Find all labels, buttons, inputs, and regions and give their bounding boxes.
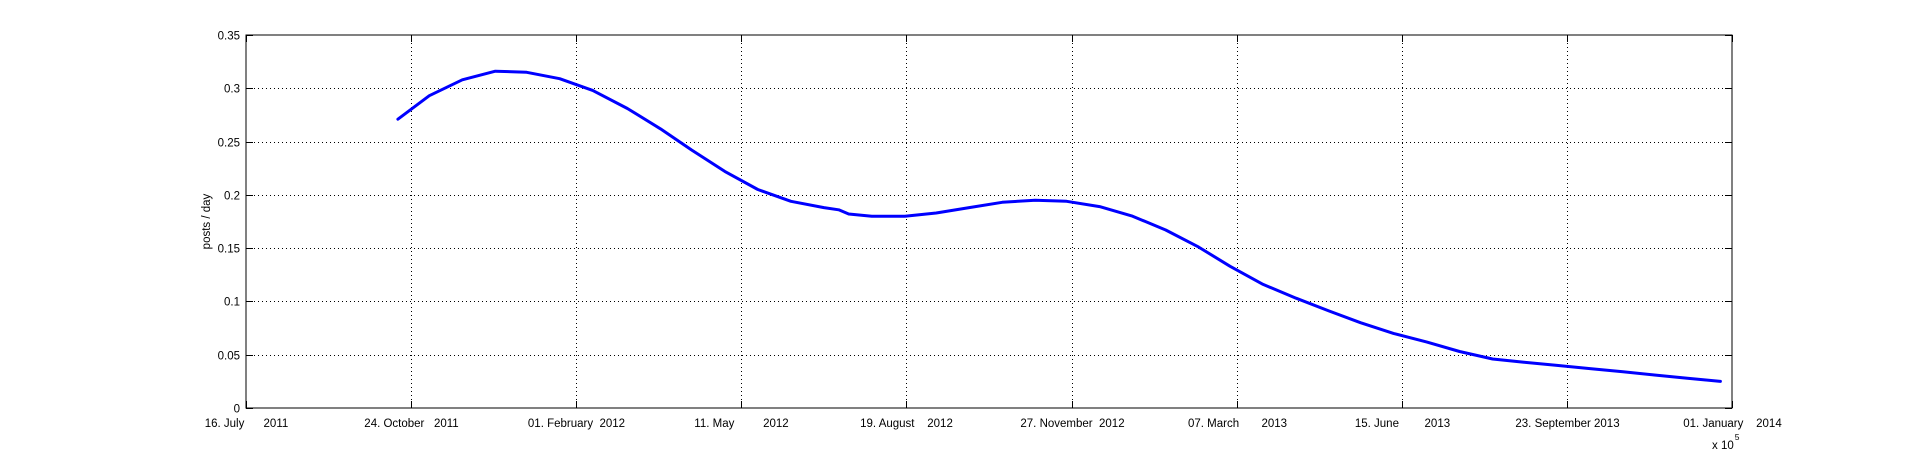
y-tick-labels: 0 0.05 0.1 0.15 0.2 0.25 0.3 0.35	[218, 31, 240, 416]
x-axis-scale-base: x 10	[1712, 440, 1734, 452]
x-tick-label: 23. September 2013	[1515, 418, 1619, 430]
y-tick-label: 0.05	[218, 351, 240, 363]
x-tick-label: 07. March 2013	[1188, 418, 1287, 430]
plot-area-frame	[245, 34, 1733, 409]
x-tick-marks	[246, 35, 1733, 408]
x-tick-labels: 16. July 2011 24. October 2011 01. Februar…	[205, 418, 1783, 430]
x-tick-label: 27. November 2012	[1020, 418, 1124, 430]
y-tick-label: 0.1	[224, 297, 240, 309]
series-line-posts-per-day	[396, 69, 1722, 383]
y-tick-label: 0.25	[218, 138, 240, 150]
x-grid-lines	[411, 35, 1568, 408]
x-tick-label: 11. May 2012	[694, 418, 788, 430]
x-tick-label: 01. January 2014	[1683, 418, 1782, 430]
y-grid-lines	[246, 88, 1732, 356]
x-tick-label: 16. July 2011	[205, 418, 289, 430]
y-tick-label: 0.3	[224, 84, 240, 96]
y-tick-label: 0.2	[224, 191, 240, 203]
y-tick-marks	[246, 35, 1732, 409]
y-tick-label: 0.35	[218, 31, 240, 43]
y-axis-label: posts / day	[201, 193, 213, 249]
x-tick-label: 19. August 2012	[860, 418, 953, 430]
x-axis-scale-exponent: 5	[1735, 432, 1740, 442]
y-tick-label: 0	[234, 404, 240, 416]
x-tick-label: 15. June 2013	[1355, 418, 1450, 430]
x-tick-label: 24. October 2011	[364, 418, 458, 430]
x-tick-label: 01. February 2012	[528, 418, 625, 430]
x-axis-scale-note: x 105	[1712, 432, 1740, 452]
y-tick-label: 0.15	[218, 244, 240, 256]
